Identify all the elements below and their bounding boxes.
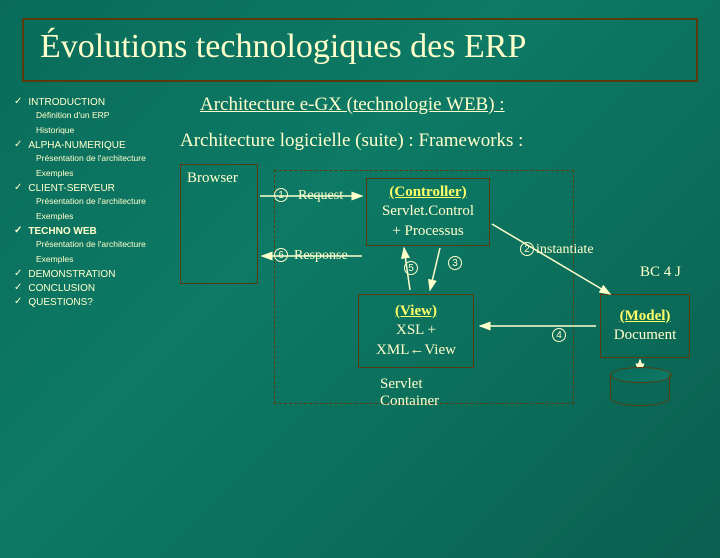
nav-label: INTRODUCTION (28, 97, 105, 108)
sidebar-subitem: Historique (36, 125, 192, 136)
sidebar-item-label: ✓ QUESTIONS? (14, 297, 192, 308)
controller-box: (Controller) Servlet.Control + Processus (366, 178, 490, 246)
sidebar-subitem: Présentation de l'architecture (36, 153, 192, 164)
sidebar-item-label: ✓ CONCLUSION (14, 283, 192, 294)
title-frame: Évolutions technologiques des ERP (22, 18, 698, 82)
step-3: 3 (448, 256, 462, 270)
controller-header: (Controller) (389, 183, 466, 203)
sidebar-item-label: ✓ CLIENT-SERVEUR (14, 183, 192, 194)
sidebar-item-label: ✓ TECHNO WEB (14, 226, 192, 237)
view-box: (View) XSL + XML←View (358, 294, 474, 368)
nav-label: CLIENT-SERVEUR (28, 183, 115, 194)
architecture-heading: Architecture e-GX (technologie WEB) : (200, 94, 708, 116)
controller-line1: Servlet.Control (382, 202, 474, 222)
check-icon: ✓ (14, 140, 22, 150)
sidebar-subitem: Exemples (36, 211, 192, 222)
sidebar-item-3[interactable]: ✓ TECHNO WEB Présentation de l'architectur… (14, 226, 192, 265)
sidebar-item-1[interactable]: ✓ ALPHA-NUMERIQUE Présentation de l'archit… (14, 140, 192, 179)
controller-line2: + Processus (392, 222, 463, 242)
sidebar-subitem: Présentation de l'architecture (36, 196, 192, 207)
instantiate-label: instantiate (536, 242, 594, 258)
content-area: ✓ INTRODUCTION Définition d'un ERP Historiq… (0, 90, 720, 424)
view-header: (View) (395, 302, 437, 322)
check-icon: ✓ (14, 283, 22, 293)
nav-label: DEMONSTRATION (28, 269, 115, 280)
framework-diagram: Browser (Controller) Servlet.Control + P… (180, 164, 700, 424)
bc4j-label: BC 4 J (640, 264, 681, 281)
check-icon: ✓ (14, 297, 22, 307)
step-2: 2 (520, 242, 534, 256)
sidebar-item-label: ✓ INTRODUCTION (14, 97, 192, 108)
check-icon: ✓ (14, 269, 22, 279)
request-label: Request (298, 188, 343, 204)
sidebar-subitem: Définition d'un ERP (36, 110, 192, 121)
sidebar-item-0[interactable]: ✓ INTRODUCTION Définition d'un ERP Historiq… (14, 97, 192, 136)
servlet-container-label: Servlet Container (380, 376, 439, 410)
model-line1: Document (614, 326, 676, 346)
sidebar-item-label: ✓ DEMONSTRATION (14, 269, 192, 280)
view-line1: XSL + (396, 321, 436, 341)
nav-label: TECHNO WEB (28, 226, 96, 237)
sidebar-subitem: Exemples (36, 168, 192, 179)
sidebar-subitem: Exemples (36, 254, 192, 265)
sidebar-item-4[interactable]: ✓ DEMONSTRATION (14, 269, 192, 280)
sidebar-item-label: ✓ ALPHA-NUMERIQUE (14, 140, 192, 151)
sidebar-item-6[interactable]: ✓ QUESTIONS? (14, 297, 192, 308)
database-cylinder-icon (610, 374, 670, 406)
nav-label: ALPHA-NUMERIQUE (28, 140, 125, 151)
sidebar-subitem: Présentation de l'architecture (36, 239, 192, 250)
model-box: (Model) Document (600, 294, 690, 358)
browser-box: Browser (180, 164, 258, 284)
view-line2: XML←View (376, 341, 456, 361)
check-icon: ✓ (14, 97, 22, 107)
model-header: (Model) (620, 307, 671, 327)
step-4: 4 (552, 328, 566, 342)
browser-label: Browser (187, 169, 238, 189)
main-panel: Architecture e-GX (technologie WEB) : Ar… (192, 94, 708, 424)
sidebar-item-5[interactable]: ✓ CONCLUSION (14, 283, 192, 294)
response-label: Response (294, 248, 348, 264)
framework-heading: Architecture logicielle (suite) : Framew… (180, 130, 708, 152)
sidebar-nav: ✓ INTRODUCTION Définition d'un ERP Historiq… (12, 94, 192, 424)
check-icon: ✓ (14, 183, 22, 193)
page-title: Évolutions technologiques des ERP (40, 28, 680, 66)
nav-label: QUESTIONS? (28, 297, 92, 308)
check-icon: ✓ (14, 226, 22, 236)
nav-label: CONCLUSION (28, 283, 95, 294)
step-6: 6 (274, 248, 288, 262)
step-1: 1 (274, 188, 288, 202)
sidebar-item-2[interactable]: ✓ CLIENT-SERVEUR Présentation de l'archite… (14, 183, 192, 222)
step-5: 5 (404, 261, 418, 275)
